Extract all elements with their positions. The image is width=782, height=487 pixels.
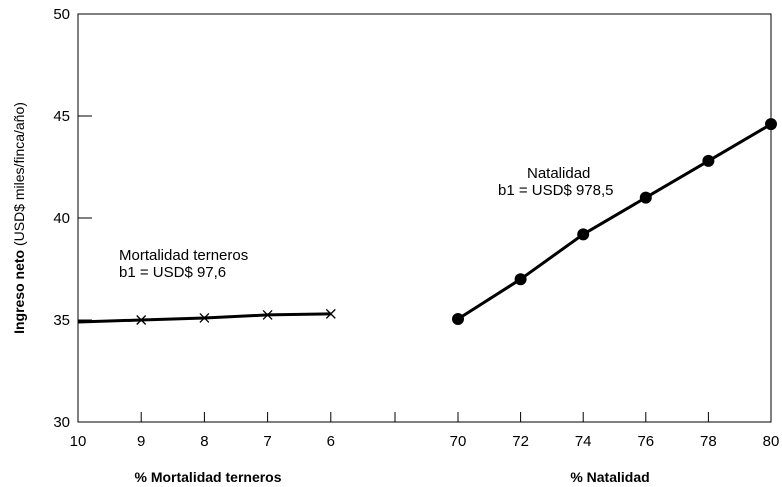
point-p1-1 xyxy=(514,273,527,286)
x-tick-label-p0-3: 7 xyxy=(263,433,271,450)
y-tick-label-35: 35 xyxy=(53,312,70,329)
x-tick-label-p0-0: 10 xyxy=(70,433,87,450)
y-tick-label-30: 30 xyxy=(53,414,70,431)
point-p1-2 xyxy=(577,228,590,241)
point-p1-4 xyxy=(702,154,715,167)
x-tick-label-p1-1: 72 xyxy=(512,433,529,450)
annotation-natalidad-line1: Natalidad xyxy=(527,165,590,182)
annotation-mortalidad: Mortalidad terneros b1 = USD$ 97,6 xyxy=(119,247,252,281)
series-line-1 xyxy=(457,122,772,321)
x-tick-label-p0-2: 8 xyxy=(200,433,208,450)
point-p0-1 xyxy=(199,313,210,323)
y-axis-title-bold: Ingreso neto xyxy=(11,250,27,334)
y-axis-title-rest: (USD$ miles/finca/año) xyxy=(11,102,27,250)
x-tick-label-p1-5: 80 xyxy=(763,433,780,450)
point-p0-2 xyxy=(262,309,273,320)
annotation-mortalidad-line1: Mortalidad terneros xyxy=(119,247,248,264)
annotation-mortalidad-line2: b1 = USD$ 97,6 xyxy=(119,264,226,281)
y-tick-label-45: 45 xyxy=(53,108,70,125)
series xyxy=(77,118,777,325)
point-p0-3 xyxy=(325,308,336,319)
annotation-natalidad: Natalidad b1 = USD$ 978,5 xyxy=(498,165,614,199)
x-tick-label-p1-3: 76 xyxy=(637,433,654,450)
point-p1-3 xyxy=(639,191,652,204)
point-p1-0 xyxy=(452,312,464,325)
y-axis-title: Ingreso neto (USD$ miles/finca/año) xyxy=(11,102,27,334)
y-tick-label-40: 40 xyxy=(53,210,70,227)
point-p0-0 xyxy=(136,315,147,325)
point-p1-5 xyxy=(765,118,777,131)
x-tick-label-p1-4: 78 xyxy=(700,433,717,450)
x-axis-title-natalidad: % Natalidad xyxy=(570,469,649,485)
x-tick-label-p1-0: 70 xyxy=(450,433,467,450)
x-axis-title-mortalidad: % Mortalidad terneros xyxy=(134,469,281,485)
annotation-natalidad-line2: b1 = USD$ 978,5 xyxy=(498,182,614,199)
x-tick-label-p0-1: 9 xyxy=(137,433,145,450)
ticks xyxy=(78,13,709,422)
plot-frame xyxy=(77,13,772,423)
x-tick-label-p0-4: 6 xyxy=(327,433,335,450)
y-tick-label-50: 50 xyxy=(53,6,70,23)
x-tick-label-p1-2: 74 xyxy=(575,433,592,450)
